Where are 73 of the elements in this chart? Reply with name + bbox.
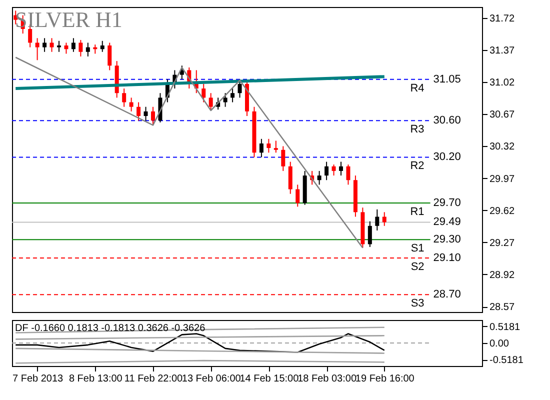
candlestick (368, 220, 372, 248)
ref-line-label: 30.60 (433, 114, 461, 127)
y-tick-label: 0.00 (490, 338, 510, 350)
y-tick-label: 31.37 (490, 46, 515, 57)
candlestick (136, 102, 141, 122)
y-tick-label: 28.57 (490, 302, 515, 314)
ref-line-label: 31.05 (433, 73, 461, 86)
candlestick (180, 65, 184, 80)
annotation: S1 (410, 242, 424, 255)
y-tick-label: 29.62 (490, 206, 515, 217)
candlestick (35, 38, 40, 61)
candlestick (259, 138, 264, 158)
candlestick (64, 42, 68, 54)
x-tick-label: 14 Feb 15:00 (240, 374, 300, 384)
annotation: R1 (410, 206, 424, 218)
x-tick-label: 7 Feb 2013 (12, 374, 64, 384)
candlestick (346, 164, 350, 186)
candlestick (339, 161, 343, 176)
candlestick (42, 38, 47, 52)
candlestick (288, 161, 292, 194)
y-tick-label: 29.97 (490, 174, 515, 185)
candlestick (122, 88, 126, 108)
candlestick (100, 40, 104, 52)
x-tick-label: 11 Feb 22:00 (124, 374, 184, 384)
candlestick (151, 106, 155, 126)
x-tick-label: 13 Feb 06:00 (182, 374, 242, 384)
candlestick (50, 38, 54, 52)
candlestick (86, 42, 90, 57)
candlestick (375, 208, 380, 231)
candlestick (71, 38, 76, 52)
annotation: R2 (410, 160, 424, 172)
candlestick (208, 92, 213, 111)
candlestick (274, 140, 278, 154)
y-tick-label: 31.72 (490, 13, 515, 24)
candlestick (317, 170, 322, 186)
candlestick (230, 88, 235, 103)
annotation: S2 (410, 260, 424, 273)
candlestick (129, 97, 134, 112)
candlestick (108, 42, 112, 71)
y-tick-label: 31.02 (490, 78, 515, 89)
ref-line-label: 29.30 (433, 234, 461, 246)
y-tick-label: 29.27 (490, 238, 515, 249)
annotation: R4 (410, 82, 424, 94)
line-series (14, 333, 386, 353)
ref-line-label: 29.49 (433, 216, 461, 228)
x-tick-label: 8 Feb 13:00 (68, 374, 123, 384)
candlestick (78, 39, 83, 57)
candlestick (332, 164, 336, 176)
y-tick-label: -0.5181 (490, 355, 524, 366)
ref-line-label: 28.70 (433, 288, 461, 301)
candlestick (144, 106, 148, 122)
x-tick-label: 19 Feb 16:00 (355, 374, 415, 384)
annotation: S3 (410, 298, 424, 310)
x-tick-label: 18 Feb 03:00 (298, 374, 357, 384)
ref-line-label: 30.20 (433, 151, 461, 164)
candlestick (57, 40, 61, 52)
annotation: R3 (410, 124, 424, 136)
ref-line-label: 29.10 (433, 252, 461, 264)
candlestick (266, 138, 271, 154)
candlestick (382, 212, 386, 226)
candlestick (324, 161, 329, 181)
y-tick-label: 30.32 (490, 142, 515, 153)
candlestick (238, 78, 242, 98)
ref-line-label: 29.70 (433, 197, 461, 210)
candlestick (281, 146, 286, 172)
chart-title: DF -0.1660 0.1813 -0.1813 0.3626 -0.3626 (15, 323, 206, 334)
y-tick-label: 28.92 (490, 270, 515, 281)
candlestick (202, 83, 206, 103)
y-tick-label: 0.5181 (490, 322, 521, 333)
candlestick (296, 184, 300, 208)
candlestick (223, 92, 228, 108)
line-series (14, 56, 364, 249)
y-tick-label: 30.67 (490, 110, 515, 121)
